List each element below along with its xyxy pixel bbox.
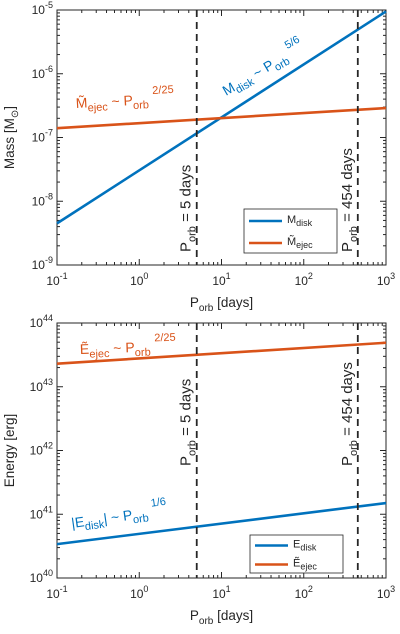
power-law-annotation: Ẽejec ~ Porb2/25 <box>79 332 176 361</box>
x-tick-label: 100 <box>130 584 148 601</box>
y-tick-label: 1044 <box>30 313 53 330</box>
axes-frame <box>56 9 387 266</box>
legend-box <box>243 208 338 254</box>
x-axis-title: Porb [days] <box>190 295 253 314</box>
power-law-annotation: |Edisk| ~ Porb1/6 <box>69 496 168 535</box>
legend-entry-label: Mdisk <box>287 214 313 228</box>
legend-entry-label: M̃ejec <box>287 235 313 250</box>
y-tick-label: 10-5 <box>32 0 53 17</box>
reference-line-label: Porb = 454 days <box>339 148 360 252</box>
x-tick-label: 103 <box>377 584 395 601</box>
series-line-m-ejec <box>56 106 387 130</box>
legend-box <box>249 534 344 574</box>
series-line--ejec <box>56 341 387 365</box>
x-tick-label: 103 <box>377 271 395 288</box>
y-tick-label: 1041 <box>30 504 53 521</box>
x-tick-label: 10-1 <box>46 584 67 601</box>
y-axis-title: Energy [erg] <box>2 414 17 488</box>
y-tick-label: 10-7 <box>32 128 53 145</box>
y-tick-label: 10-9 <box>32 255 53 272</box>
legend: Mdisk M̃ejec <box>243 208 338 254</box>
series-line-e-disk <box>56 501 387 546</box>
legend: Edisk Ẽejec <box>249 534 344 574</box>
x-tick-label: 101 <box>212 271 230 288</box>
chart-panel-2: 10-1 100 101 102 103 1040 1041 1042 1043 1044 Porb… <box>2 313 395 627</box>
y-tick-label: 10-8 <box>32 191 53 208</box>
legend-entry-label: Edisk <box>293 539 317 553</box>
y-tick-label: 1040 <box>30 568 53 585</box>
x-tick-label: 102 <box>295 584 313 601</box>
x-tick-label: 101 <box>212 584 230 601</box>
power-law-annotation: M̃ejec ~ Porb2/25 <box>75 84 175 115</box>
x-axis-title: Porb [days] <box>190 608 253 627</box>
y-tick-label: 10-6 <box>32 64 53 81</box>
x-tick-label: 100 <box>130 271 148 288</box>
axes-frame <box>56 322 387 579</box>
y-axis-title: Mass [M⊙] <box>2 106 21 169</box>
y-tick-label: 1042 <box>30 441 53 458</box>
x-tick-label: 10-1 <box>46 271 67 288</box>
reference-line-label: Porb = 5 days <box>178 165 199 252</box>
chart-panel-1: 10-1 100 101 102 103 10-9 10-8 10-7 10-6 10-5 Porb… <box>2 0 395 314</box>
reference-line-label: Porb = 5 days <box>178 379 199 466</box>
reference-line-label: Porb = 454 days <box>339 362 360 466</box>
y-tick-label: 1043 <box>30 377 53 394</box>
x-tick-label: 102 <box>295 271 313 288</box>
legend-entry-label: Ẽejec <box>293 557 317 572</box>
